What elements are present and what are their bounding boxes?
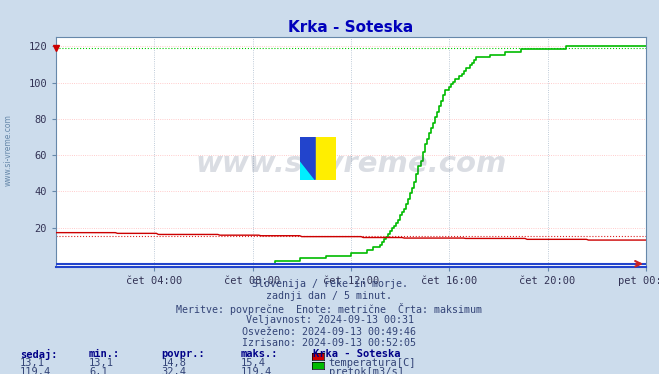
Text: maks.:: maks.: — [241, 349, 278, 359]
Text: Veljavnost: 2024-09-13 00:31: Veljavnost: 2024-09-13 00:31 — [246, 315, 413, 325]
Text: Krka - Soteska: Krka - Soteska — [313, 349, 401, 359]
Text: 15,4: 15,4 — [241, 358, 266, 368]
Text: Izrisano: 2024-09-13 00:52:05: Izrisano: 2024-09-13 00:52:05 — [243, 338, 416, 349]
Polygon shape — [300, 160, 315, 180]
Text: Slovenija / reke in morje.: Slovenija / reke in morje. — [252, 279, 407, 289]
Text: Meritve: povprečne  Enote: metrične  Črta: maksimum: Meritve: povprečne Enote: metrične Črta:… — [177, 303, 482, 315]
Text: sedaj:: sedaj: — [20, 349, 57, 359]
Text: zadnji dan / 5 minut.: zadnji dan / 5 minut. — [266, 291, 393, 301]
Text: www.si-vreme.com: www.si-vreme.com — [3, 114, 13, 186]
Text: povpr.:: povpr.: — [161, 349, 205, 359]
Text: www.si-vreme.com: www.si-vreme.com — [195, 150, 507, 178]
Text: 32,4: 32,4 — [161, 367, 186, 374]
Text: 6,1: 6,1 — [89, 367, 107, 374]
Text: 13,1: 13,1 — [89, 358, 114, 368]
Text: pretok[m3/s]: pretok[m3/s] — [329, 367, 404, 374]
Polygon shape — [315, 137, 336, 180]
Title: Krka - Soteska: Krka - Soteska — [288, 20, 414, 35]
Text: 14,8: 14,8 — [161, 358, 186, 368]
Text: 13,1: 13,1 — [20, 358, 45, 368]
Text: 119,4: 119,4 — [241, 367, 272, 374]
Text: Osveženo: 2024-09-13 00:49:46: Osveženo: 2024-09-13 00:49:46 — [243, 327, 416, 337]
Polygon shape — [300, 137, 315, 180]
Text: min.:: min.: — [89, 349, 120, 359]
Text: temperatura[C]: temperatura[C] — [329, 358, 416, 368]
Text: 119,4: 119,4 — [20, 367, 51, 374]
